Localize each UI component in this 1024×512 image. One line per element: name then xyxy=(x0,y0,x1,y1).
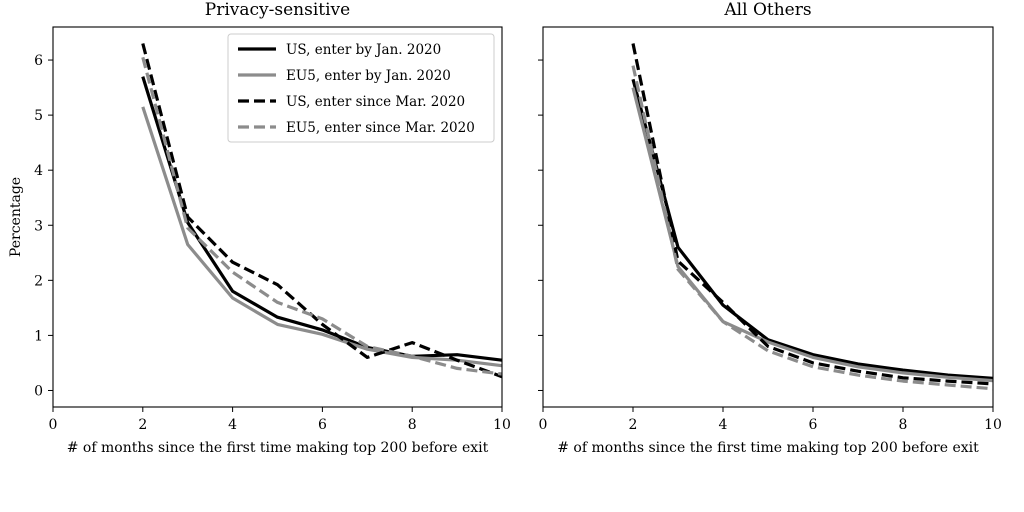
x-tick-label: 8 xyxy=(899,417,908,433)
series-line xyxy=(141,56,503,376)
x-axis-label: # of months since the first time making … xyxy=(557,440,979,456)
x-tick-label: 0 xyxy=(539,417,548,433)
legend-label: EU5, enter since Mar. 2020 xyxy=(286,120,475,136)
y-tick-label: 6 xyxy=(34,53,43,69)
panel-all-others: All Others # of months since the first t… xyxy=(538,0,1002,456)
legend-box xyxy=(227,33,495,143)
y-axis-label: Percentage xyxy=(8,177,24,257)
series-line xyxy=(631,43,994,386)
x-tick-label: 8 xyxy=(408,417,417,433)
axes-frame xyxy=(52,26,503,408)
series-line xyxy=(631,65,994,391)
series-line xyxy=(141,106,503,368)
panel-title: All Others xyxy=(723,0,811,20)
x-tick-label: 10 xyxy=(493,417,511,433)
series-line xyxy=(141,43,503,379)
x-tick-label: 10 xyxy=(984,417,1002,433)
y-tick-label: 2 xyxy=(34,273,43,289)
x-tick-label: 6 xyxy=(318,417,327,433)
legend-label: EU5, enter by Jan. 2020 xyxy=(286,68,451,84)
y-tick-label: 5 xyxy=(34,108,43,124)
y-tick-label: 3 xyxy=(34,218,43,234)
x-tick-label: 6 xyxy=(809,417,818,433)
y-tick-label: 4 xyxy=(34,163,43,179)
series-line xyxy=(631,78,994,380)
y-tick-label: 0 xyxy=(34,383,43,399)
panel-privacy-sensitive: Privacy-sensitive # of months since the … xyxy=(8,0,511,456)
x-tick-label: 0 xyxy=(49,417,58,433)
y-tick-label: 1 xyxy=(34,328,43,344)
x-tick-label: 4 xyxy=(719,417,728,433)
axes-frame xyxy=(542,26,994,408)
panel-title: Privacy-sensitive xyxy=(205,0,350,20)
legend-label: US, enter by Jan. 2020 xyxy=(286,42,441,58)
x-tick-label: 4 xyxy=(228,417,237,433)
legend-label: US, enter since Mar. 2020 xyxy=(286,94,465,110)
series-line xyxy=(631,87,994,383)
x-tick-label: 2 xyxy=(138,417,147,433)
x-tick-label: 2 xyxy=(629,417,638,433)
x-axis-label: # of months since the first time making … xyxy=(67,440,489,456)
